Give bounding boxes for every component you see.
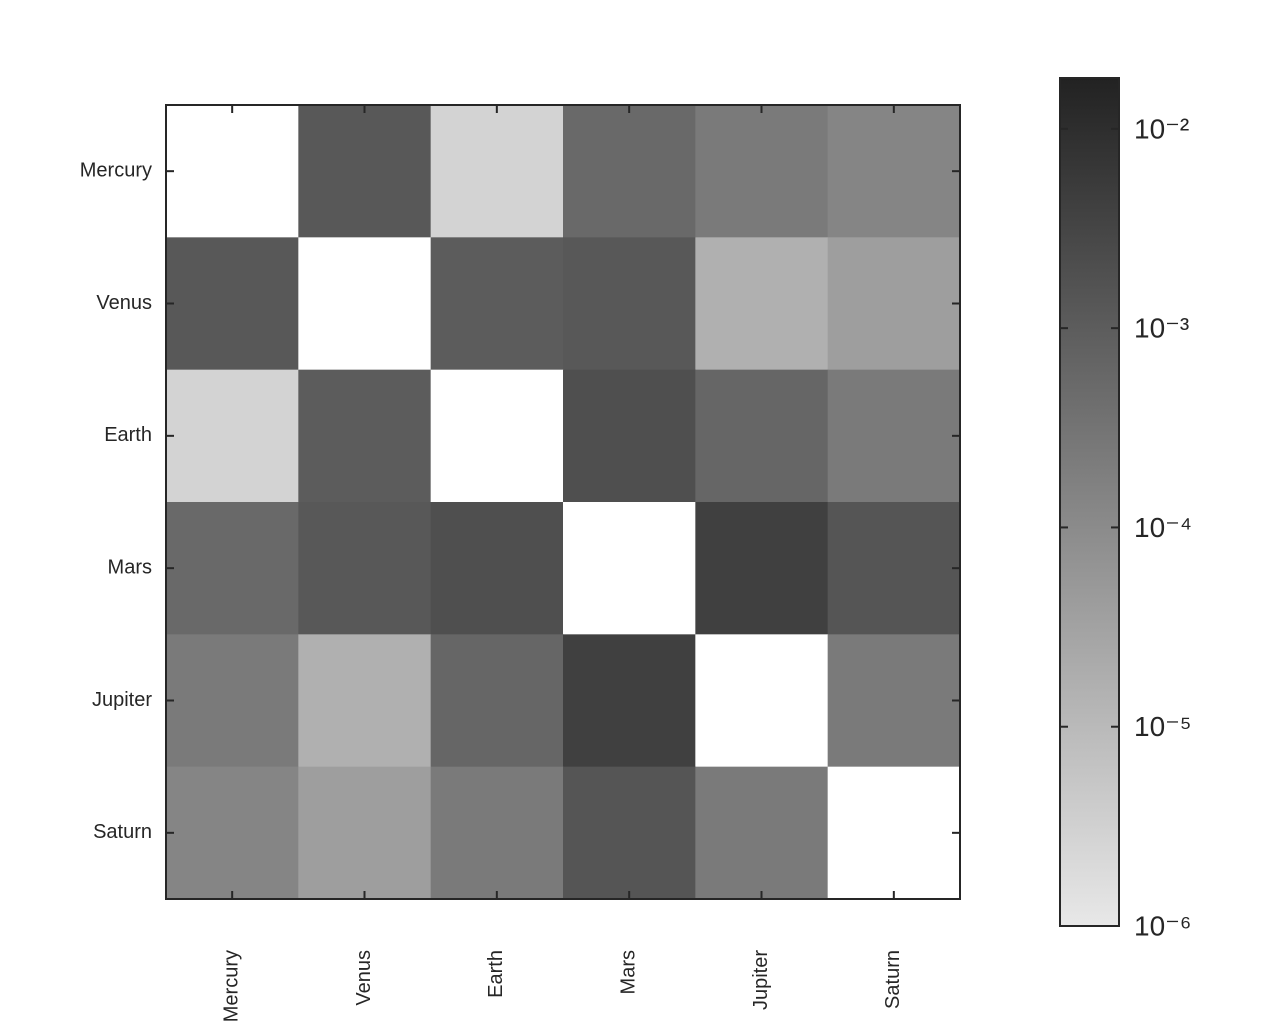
colorbar-tick-label: 10⁻³	[1134, 313, 1189, 344]
cell	[298, 369, 432, 503]
cell	[430, 766, 564, 900]
cell	[430, 105, 564, 238]
cell	[695, 237, 829, 371]
y-tick-label: Mars	[108, 556, 152, 578]
colorbar-tick-label: 10⁻²	[1134, 113, 1189, 144]
cell	[563, 369, 696, 503]
empty-cell	[298, 237, 432, 371]
heatmap-cells	[166, 105, 961, 900]
cell	[298, 105, 432, 238]
cell	[166, 237, 299, 371]
empty-cell	[166, 105, 299, 238]
cell	[298, 634, 432, 768]
x-tick-label: Saturn	[882, 950, 904, 1009]
x-tick-label: Earth	[485, 950, 507, 998]
cell	[563, 766, 696, 900]
cell	[827, 369, 961, 503]
cell	[166, 634, 299, 768]
cell	[827, 634, 961, 768]
x-tick-label: Venus	[353, 950, 375, 1006]
colorbar-tick-label: 10⁻⁵	[1134, 711, 1192, 742]
cell	[430, 634, 564, 768]
empty-cell	[827, 766, 961, 900]
x-tick-label: Mars	[617, 950, 639, 994]
colorbar-tick-label: 10⁻⁴	[1134, 512, 1192, 543]
empty-cell	[695, 634, 829, 768]
cell	[166, 502, 299, 635]
cell	[827, 502, 961, 635]
cell	[166, 369, 299, 503]
y-tick-label: Mercury	[80, 159, 152, 181]
cell	[827, 105, 961, 238]
cell	[563, 105, 696, 238]
x-tick-label: Jupiter	[750, 950, 772, 1010]
cell	[298, 502, 432, 635]
plot-frame	[165, 104, 961, 900]
cell	[298, 766, 432, 900]
cell	[695, 369, 829, 503]
cell	[430, 502, 564, 635]
cell	[695, 766, 829, 900]
colorbar	[1059, 77, 1120, 927]
x-tick-label: Mercury	[220, 950, 242, 1022]
cell	[166, 766, 299, 900]
y-tick-label: Earth	[104, 424, 152, 446]
cell	[695, 105, 829, 238]
colorbar-tick-label: 10⁻⁶	[1134, 910, 1191, 941]
cell	[430, 237, 564, 371]
cell	[827, 237, 961, 371]
cell	[563, 634, 696, 768]
y-tick-label: Venus	[96, 292, 152, 314]
cell	[695, 502, 829, 635]
y-tick-label: Saturn	[93, 821, 152, 843]
cell	[563, 237, 696, 371]
empty-cell	[430, 369, 564, 503]
y-tick-label: Jupiter	[92, 689, 152, 711]
empty-cell	[563, 502, 696, 635]
